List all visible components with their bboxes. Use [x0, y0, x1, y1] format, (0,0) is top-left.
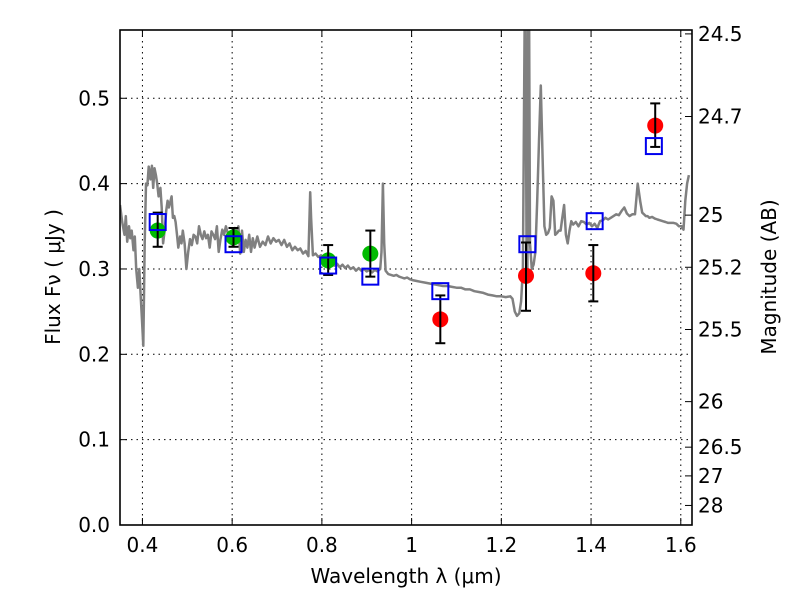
model-square-marker	[319, 256, 338, 275]
y-axis-label: Flux Fν ( μJy )	[41, 209, 65, 345]
axes: 0.4 0.6 0.8 1 1.2 1.4 1.6 0.0 0.1 0.2 0.3 0.4 0.5 24.…	[78, 22, 742, 557]
model-square-marker	[518, 235, 537, 254]
markers	[148, 102, 664, 345]
y-tick-label: 0.1	[78, 428, 110, 452]
right-tick-label: 25.2	[698, 255, 743, 279]
model-square-marker	[148, 213, 167, 232]
x-tick-label: 1	[405, 533, 418, 557]
y-tick-label: 0.0	[78, 513, 110, 537]
y-tick-label: 0.3	[78, 257, 110, 281]
model-square-marker	[585, 212, 604, 231]
right-tick-label: 25.5	[698, 317, 743, 341]
right-tick-label: 25	[698, 203, 723, 227]
right-tick-label: 26.5	[698, 435, 743, 459]
plot-area	[120, 30, 691, 348]
right-tick-label: 27	[698, 464, 723, 488]
x-tick-label: 0.8	[306, 533, 338, 557]
right-tick-label: 24.7	[698, 105, 743, 129]
y-tick-label: 0.5	[78, 86, 110, 110]
x-tick-label: 1.6	[665, 533, 697, 557]
x-tick-label: 1.4	[575, 533, 607, 557]
right-tick-label: 28	[698, 493, 723, 517]
y-tick-label: 0.2	[78, 342, 110, 366]
model-square-marker	[361, 267, 380, 286]
model-square-marker	[224, 235, 243, 254]
x-tick-label: 0.6	[216, 533, 248, 557]
y-tick-label: 0.4	[78, 172, 110, 196]
spectrum-line	[120, 30, 691, 348]
x-tick-label: 0.4	[127, 533, 159, 557]
model-square-marker	[431, 282, 450, 301]
right-tick-label: 26	[698, 390, 723, 414]
right-axis-label: Magnitude (AB)	[757, 199, 781, 354]
x-axis-label: Wavelength λ (μm)	[310, 564, 501, 588]
x-tick-label: 1.2	[485, 533, 517, 557]
plot-frame	[119, 29, 693, 526]
right-tick-label: 24.5	[698, 22, 743, 46]
model-square-marker	[644, 137, 663, 156]
